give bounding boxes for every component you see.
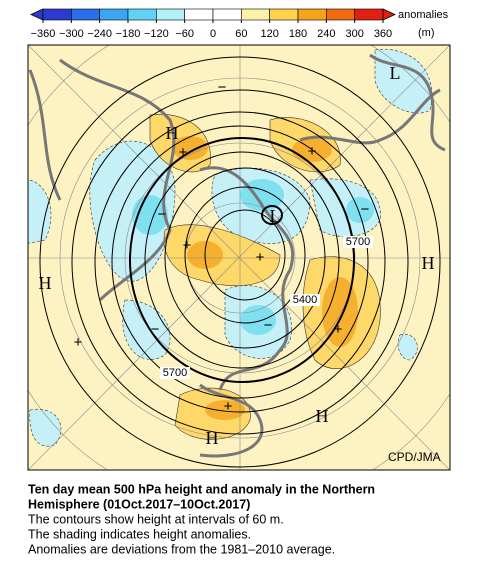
pressure-center-label: H	[39, 273, 52, 293]
pressure-center-label: H	[166, 123, 179, 143]
colorbar-segment	[42, 8, 72, 21]
credit: CPD/JMA	[388, 450, 441, 464]
colorbar-tick-label: −300	[59, 28, 84, 40]
colorbar-tick-label: −360	[31, 28, 56, 40]
colorbar-unit: (m)	[418, 27, 435, 39]
pressure-center-label: H	[422, 253, 435, 273]
colorbar-tick-label: −240	[87, 28, 112, 40]
anomaly-sign: −	[264, 317, 273, 334]
pressure-center-label: L	[270, 206, 281, 226]
colorbar-segment	[241, 8, 270, 21]
contour-label-bg	[290, 294, 320, 306]
colorbar-segment	[354, 8, 384, 21]
colorbar-segment	[326, 8, 355, 21]
colorbar-segment	[71, 8, 100, 21]
latitude-circles	[28, 45, 450, 470]
pressure-center-label: H	[206, 428, 219, 448]
map-frame	[27, 44, 451, 471]
contour-label-bg	[160, 367, 190, 379]
colorbar-segment	[156, 8, 185, 21]
anomaly-sign: +	[256, 249, 265, 266]
caption-title: Ten day mean 500 hPa height and anomaly …	[28, 482, 375, 496]
anomaly-sign: +	[334, 321, 343, 338]
colorbar-tick-label: −60	[175, 28, 194, 40]
colorbar-segment	[99, 8, 129, 21]
colorbar-tick-label: 240	[317, 28, 335, 40]
anomaly-sign: −	[151, 321, 160, 338]
contour-label: 5700	[163, 367, 187, 379]
colorbar: −360 −300 −240 −180 −120 −60 0 60 120 180 240 300 36…	[30, 8, 396, 40]
caption-note: The contours show height at intervals of…	[28, 512, 284, 526]
anomaly-sign: −	[361, 201, 370, 218]
caption-title: Hemisphere (01Oct.2017–10Oct.2017)	[28, 497, 250, 511]
colorbar-segment	[269, 8, 299, 21]
colorbar-tick-label: −180	[116, 28, 141, 40]
anomaly-sign: +	[179, 144, 188, 161]
anomaly-sign: +	[224, 398, 233, 415]
contour-label: 5700	[346, 236, 370, 248]
colorbar-arrow	[382, 8, 396, 21]
caption-note: The shading indicates height anomalies.	[28, 527, 251, 541]
colorbar-tick-label: 120	[260, 28, 278, 40]
colorbar-title: anomalies	[398, 9, 449, 21]
positive-anomaly-strong	[172, 136, 358, 420]
contour-label: 5400	[293, 294, 317, 306]
height-contours	[39, 56, 441, 468]
anomaly-sign: +	[308, 143, 317, 160]
pressure-center-label: L	[390, 63, 401, 83]
contour-label-bg	[343, 236, 373, 248]
caption-note: Anomalies are deviations from the 1981–2…	[28, 542, 335, 556]
colorbar-tick-label: −120	[144, 28, 169, 40]
colorbar-tick-label: 360	[374, 28, 392, 40]
anomaly-sign: +	[74, 334, 83, 351]
colorbar-segment	[212, 8, 242, 21]
map	[28, 45, 450, 470]
pressure-center-label: H	[316, 406, 329, 426]
anomaly-sign: −	[218, 79, 227, 96]
colorbar-segment	[127, 8, 157, 21]
colorbar-tick-label: 300	[345, 28, 363, 40]
colorbar-segment	[297, 8, 327, 21]
anomaly-sign: +	[183, 237, 192, 254]
colorbar-tick-label: 0	[210, 28, 216, 40]
colorbar-segment	[184, 8, 214, 21]
colorbar-tick-label: 180	[289, 28, 307, 40]
colorbar-arrow	[30, 8, 44, 21]
anomaly-sign: −	[158, 206, 167, 223]
colorbar-tick-label: 60	[235, 28, 247, 40]
